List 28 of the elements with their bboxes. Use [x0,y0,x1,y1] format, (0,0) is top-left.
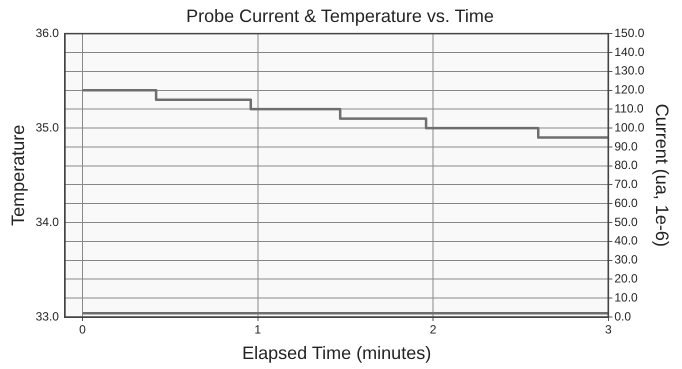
y2-tick-label: 60.0 [614,196,638,210]
y2-tick-label: 100.0 [614,120,645,134]
y2-tick-label: 120.0 [614,82,645,97]
y2-tick-label: 110.0 [614,101,644,116]
chart-title: Probe Current & Temperature vs. Time [186,6,494,26]
y2-tick-label: 20.0 [614,272,638,286]
y2-tick-label: 40.0 [614,234,638,248]
y-axis-title: Temperature [8,124,28,226]
x-tick-label: 3 [605,322,612,337]
x-tick-label: 1 [254,322,262,337]
y-tick-label: 35.0 [36,120,60,134]
y2-tick-label: 140.0 [614,44,645,59]
y-tick-label: 34.0 [36,214,60,229]
y2-tick-label: 150.0 [614,26,645,40]
y-tick-label: 33.0 [36,309,60,324]
y2-tick-label: 10.0 [614,290,638,304]
y2-tick-label: 80.0 [614,158,638,172]
y2-axis-title: Current (ua, 1e-6) [652,104,672,247]
y2-tick-label: 50.0 [614,214,638,229]
x-tick-label: 0 [79,322,86,337]
x-tick-label: 2 [430,322,437,337]
y-tick-label: 36.0 [36,26,60,40]
y2-tick-label: 70.0 [614,177,638,192]
x-axis-title: Elapsed Time (minutes) [242,343,432,364]
y2-tick-label: 130.0 [614,64,645,78]
y2-tick-label: 30.0 [614,252,638,267]
y2-tick-label: 0.0 [614,309,632,324]
y2-tick-label: 90.0 [614,139,638,154]
